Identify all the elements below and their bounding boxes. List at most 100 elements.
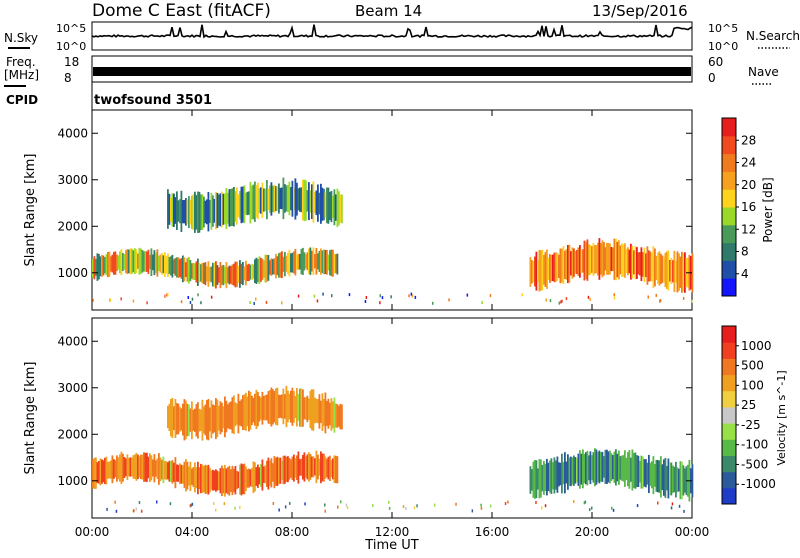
- data-cell: [228, 189, 231, 227]
- data-cell: [631, 449, 634, 491]
- data-cell: [433, 503, 436, 507]
- data-cell: [212, 195, 214, 227]
- colorbar-tick-label: 20: [741, 178, 756, 192]
- data-cell: [255, 389, 258, 429]
- data-cell: [577, 453, 580, 486]
- data-cell: [113, 459, 115, 479]
- data-cell: [104, 257, 106, 274]
- data-cell: [322, 292, 324, 296]
- data-cell: [276, 387, 279, 426]
- data-cell: [432, 301, 434, 305]
- data-cell: [224, 266, 226, 284]
- data-cell: [299, 254, 301, 270]
- data-cell: [655, 459, 658, 492]
- data-cell: [302, 247, 304, 275]
- data-cell: [203, 196, 205, 228]
- data-cell: [531, 469, 533, 491]
- data-cell: [125, 458, 127, 477]
- data-cell: [198, 408, 201, 432]
- data-cell: [308, 182, 310, 221]
- data-cell: [287, 390, 289, 423]
- date-label: 13/Sep/2016: [592, 2, 688, 20]
- data-cell: [209, 267, 211, 282]
- data-cell: [225, 400, 228, 433]
- data-cell: [625, 248, 628, 273]
- data-cell: [150, 248, 153, 276]
- data-cell: [240, 186, 243, 224]
- data-cell: [300, 187, 303, 213]
- data-cell: [218, 194, 220, 226]
- time-tick-label: 00:00: [75, 525, 110, 539]
- data-cell: [138, 456, 141, 478]
- data-cell: [327, 456, 330, 480]
- data-cell: [245, 260, 247, 286]
- data-cell: [333, 397, 336, 433]
- data-cell: [105, 456, 108, 485]
- data-cell: [573, 455, 575, 486]
- data-cell: [120, 451, 123, 485]
- data-cell: [257, 464, 259, 488]
- data-cell: [666, 466, 668, 491]
- data-cell: [197, 191, 199, 233]
- data-cell: [212, 469, 214, 491]
- data-cell: [682, 296, 685, 300]
- data-cell: [341, 404, 343, 430]
- data-cell: [264, 188, 267, 211]
- data-cell: [317, 253, 319, 270]
- noise-right-tick-bottom: 10^0: [708, 40, 738, 53]
- colorbar-swatch: [722, 455, 736, 473]
- data-cell: [270, 258, 273, 276]
- data-cell: [288, 181, 291, 216]
- data-cell: [219, 468, 222, 494]
- data-cell: [311, 250, 313, 272]
- data-cell: [579, 245, 581, 278]
- colorbar-swatch: [722, 326, 736, 343]
- data-cell: [119, 454, 121, 482]
- data-cell: [594, 448, 596, 487]
- data-cell: [194, 462, 196, 493]
- data-cell: [243, 394, 246, 430]
- data-cell: [448, 298, 450, 302]
- data-cell: [546, 458, 548, 496]
- data-cell: [606, 449, 608, 484]
- data-cell: [200, 264, 202, 282]
- data-cell: [294, 248, 297, 276]
- data-cell: [231, 397, 234, 434]
- data-cell: [253, 302, 255, 305]
- data-cell: [314, 254, 316, 269]
- data-cell: [616, 241, 619, 278]
- data-cell: [402, 505, 405, 509]
- data-cell: [684, 252, 686, 293]
- freq-label-1: Freq.: [6, 55, 36, 69]
- data-cell: [120, 249, 123, 276]
- data-cell: [138, 247, 141, 275]
- data-cell: [228, 265, 231, 285]
- data-cell: [234, 506, 236, 510]
- data-cell: [288, 458, 291, 480]
- data-cell: [559, 248, 562, 284]
- data-cell: [228, 402, 231, 430]
- data-cell: [167, 405, 169, 429]
- data-cell: [646, 462, 649, 485]
- data-cell: [546, 249, 548, 289]
- data-cell: [279, 395, 282, 418]
- data-cell: [177, 403, 180, 435]
- data-cell: [201, 262, 204, 284]
- data-cell: [275, 457, 277, 486]
- data-cell: [640, 247, 643, 281]
- data-cell: [180, 408, 183, 431]
- data-cell: [643, 459, 646, 487]
- colorbar-tick-label: -500: [741, 457, 768, 471]
- data-cell: [200, 409, 202, 431]
- data-cell: [547, 257, 550, 280]
- colorbar-swatch: [722, 390, 736, 408]
- data-cell: [296, 455, 298, 480]
- data-cell: [682, 465, 685, 496]
- data-cell: [227, 267, 229, 283]
- data-cell: [326, 187, 328, 224]
- data-cell: [326, 400, 328, 426]
- colorbar-tick-label: 24: [741, 156, 756, 170]
- data-cell: [189, 408, 192, 432]
- data-cell: [333, 189, 336, 226]
- data-cell: [545, 298, 547, 302]
